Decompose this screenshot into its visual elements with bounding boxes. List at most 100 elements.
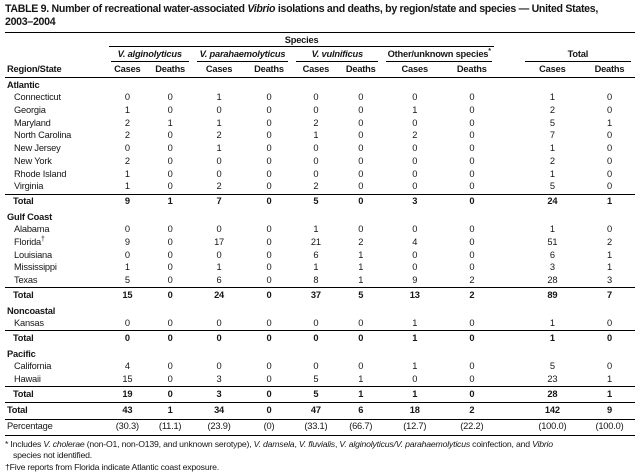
text-run: species not identified. xyxy=(13,450,92,461)
spacer-cell xyxy=(496,418,521,436)
value-cell: 0 xyxy=(124,92,130,103)
value-cell: 0 xyxy=(266,92,272,103)
value-cell: 0 xyxy=(167,262,173,273)
value-cell: 0 xyxy=(266,262,272,273)
value-cell: 0 xyxy=(469,117,475,128)
region-label: New Jersey xyxy=(14,143,61,154)
value-cell: 0 xyxy=(313,318,319,329)
spacer-cell xyxy=(496,155,520,168)
value-cell: 0 xyxy=(606,318,612,329)
value-cell: 1 xyxy=(358,275,364,286)
value-cell: 1 xyxy=(216,262,222,273)
value-cell: 1 xyxy=(412,318,418,329)
value-cell: 0 xyxy=(606,168,612,179)
value-cell: 1 xyxy=(358,373,364,384)
value-cell: 28 xyxy=(520,385,584,403)
spacer-cell xyxy=(496,181,520,194)
value-cell: 6 xyxy=(216,275,222,286)
value-cell: 9 xyxy=(583,402,635,420)
value-cell: 15 xyxy=(122,373,133,384)
value-cell: 3 xyxy=(216,373,222,384)
table-row: Total 0 0 0 0 0 0 1 0 1 0 xyxy=(5,330,635,347)
value-cell: 1 xyxy=(583,193,635,210)
value-cell: 0 xyxy=(469,318,475,329)
value-cell: 0 xyxy=(358,104,364,115)
value-cell: 6 xyxy=(313,249,319,260)
region-label: Connecticut xyxy=(14,92,61,103)
value-cell: (11.1) xyxy=(147,418,193,436)
value-cell: (33.1) xyxy=(292,418,340,436)
cases-column-header: Cases xyxy=(382,61,448,78)
region-label: Georgia xyxy=(14,104,46,115)
value-cell: 1 xyxy=(124,262,130,273)
value-cell: 17 xyxy=(214,236,225,247)
value-cell: 0 xyxy=(469,130,475,141)
value-cell: 0 xyxy=(266,104,272,115)
value-cell: 0 xyxy=(167,155,173,166)
value-cell: 6 xyxy=(339,402,383,420)
table-row: Georgia 1 0 0 0 0 0 1 0 2 0 xyxy=(5,104,635,117)
value-cell: 0 xyxy=(216,224,222,235)
section-header-row: Gulf Coast xyxy=(5,210,635,224)
value-cell: 0 xyxy=(147,385,193,403)
spacer-cell xyxy=(496,193,521,210)
region-label: California xyxy=(14,360,52,371)
italic-text: Vibrio xyxy=(532,438,553,449)
value-cell: 0 xyxy=(606,104,612,115)
value-cell: 0 xyxy=(266,117,272,128)
value-cell: 7 xyxy=(192,193,246,210)
value-cell: 0 xyxy=(167,92,173,103)
value-cell: 0 xyxy=(167,360,173,371)
section-name: Atlantic xyxy=(7,79,40,90)
value-cell: 5 xyxy=(292,385,340,403)
table-row: Texas 5 0 6 0 8 1 9 2 28 3 xyxy=(5,275,635,288)
table-row: Alabama 0 0 0 0 1 0 0 0 1 0 xyxy=(5,224,635,237)
value-cell: 0 xyxy=(313,104,319,115)
group-label: Other/unknown species xyxy=(387,48,489,59)
value-cell: 0 xyxy=(313,143,319,154)
value-cell: 0 xyxy=(266,373,272,384)
value-cell: 15 xyxy=(106,287,148,304)
table-row: Kansas 0 0 0 0 0 0 1 0 1 0 xyxy=(5,318,635,331)
value-cell: 0 xyxy=(412,262,418,273)
cases-column-header: Cases xyxy=(292,61,340,78)
value-cell: 0 xyxy=(606,155,612,166)
value-cell: (12.7) xyxy=(382,418,448,436)
value-cell: (23.9) xyxy=(192,418,246,436)
value-cell: 3 xyxy=(382,193,448,210)
section-total-label: Total xyxy=(5,385,107,403)
value-cell: 0 xyxy=(358,360,364,371)
value-cell: 0 xyxy=(266,360,272,371)
value-cell: 5 xyxy=(549,181,555,192)
spacer-cell xyxy=(496,360,520,373)
spacer-cell xyxy=(496,92,520,105)
value-cell: 0 xyxy=(447,385,497,403)
region-label: North Carolina xyxy=(14,130,72,141)
value-cell: 0 xyxy=(358,92,364,103)
table-row: Louisiana 0 0 0 0 6 1 0 0 6 1 xyxy=(5,249,635,262)
table-body: Atlantic Connecticut 0 0 1 0 0 0 0 0 1 0 Georgia 1 0 0 0… xyxy=(5,77,635,436)
value-cell: 0 xyxy=(147,330,193,347)
spacer-header-cell xyxy=(496,61,521,78)
value-cell: 37 xyxy=(292,287,340,304)
value-cell: 0 xyxy=(192,330,246,347)
spacer-cell xyxy=(496,236,520,249)
group-header-parahaemolyticus: V. parahaemolyticus xyxy=(193,47,293,62)
value-cell: 1 xyxy=(583,385,635,403)
value-cell: 0 xyxy=(469,92,475,103)
value-cell: (66.7) xyxy=(339,418,383,436)
value-cell: 0 xyxy=(469,181,475,192)
value-cell: 0 xyxy=(266,181,272,192)
value-cell: 23 xyxy=(547,373,558,384)
table-row: New Jersey 0 0 1 0 0 0 0 0 1 0 xyxy=(5,143,635,156)
cases-column-header: Cases xyxy=(192,61,246,78)
group-label: V. parahaemolyticus xyxy=(199,48,286,59)
section-header-row: Noncoastal xyxy=(5,304,635,318)
spacer-cell xyxy=(496,143,520,156)
value-cell: 13 xyxy=(382,287,448,304)
spacer-cell xyxy=(496,168,520,181)
value-cell: 0 xyxy=(106,330,148,347)
deaths-column-header: Deaths xyxy=(339,61,383,78)
cases-column-header: Cases xyxy=(106,61,148,78)
